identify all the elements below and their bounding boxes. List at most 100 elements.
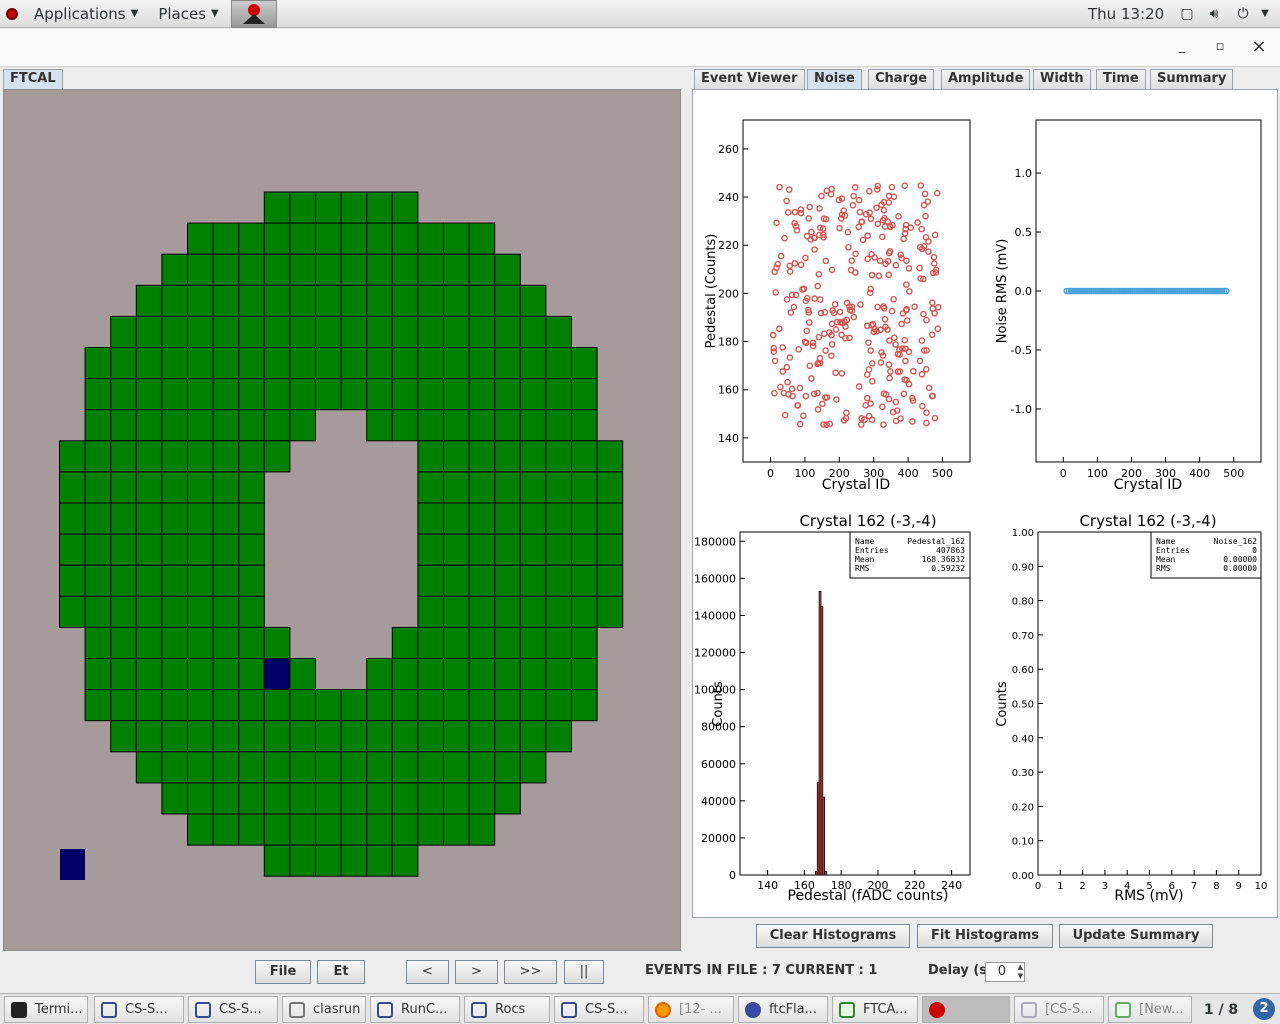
crystal-cell[interactable] (161, 564, 188, 597)
crystal-cell[interactable] (417, 751, 444, 784)
crystal-cell[interactable] (212, 533, 240, 566)
crystal-cell[interactable] (187, 409, 214, 442)
crystal-cell[interactable] (443, 253, 470, 286)
crystal-cell[interactable] (366, 315, 393, 348)
crystal-cell[interactable] (84, 533, 112, 566)
crystal-cell[interactable] (161, 284, 188, 317)
crystal-cell[interactable] (315, 284, 342, 317)
crystal-cell[interactable] (263, 689, 291, 722)
crystal-cell[interactable] (494, 502, 521, 535)
crystal-cell[interactable] (443, 658, 470, 691)
crystal-cell[interactable] (366, 378, 393, 411)
crystal-cell[interactable] (571, 564, 598, 597)
crystal-cell[interactable] (212, 595, 240, 628)
task-java-active[interactable] (922, 996, 1010, 1023)
crystal-cell[interactable] (519, 409, 547, 442)
task-runc[interactable]: RunC... (370, 996, 460, 1023)
crystal-cell[interactable] (545, 378, 573, 411)
crystal-cell[interactable] (161, 595, 188, 628)
crystal-cell[interactable] (571, 347, 598, 380)
crystal-cell[interactable] (110, 440, 137, 473)
crystal-cell[interactable] (84, 564, 112, 597)
crystal-cell[interactable] (110, 626, 137, 660)
et-button[interactable]: Et (317, 960, 365, 984)
crystal-cell[interactable] (417, 564, 444, 597)
crystal-cell[interactable] (135, 440, 163, 473)
crystal-cell[interactable] (443, 347, 470, 380)
crystal-cell[interactable] (110, 409, 137, 442)
crystal-cell[interactable] (187, 533, 214, 566)
crystal-cell[interactable] (545, 595, 573, 628)
crystal-cell[interactable] (84, 409, 112, 442)
crystal-cell[interactable] (110, 595, 137, 628)
crystal-cell[interactable] (289, 222, 316, 255)
crystal-cell[interactable] (315, 813, 342, 846)
crystal-cell[interactable] (468, 689, 496, 722)
crystal-cell[interactable] (212, 315, 240, 348)
crystal-cell[interactable] (494, 347, 521, 380)
crystal-cell[interactable] (110, 658, 137, 691)
crystal-cell[interactable] (187, 253, 214, 286)
crystal-cell[interactable] (135, 502, 163, 535)
ftcal-detector-view[interactable] (3, 89, 681, 951)
crystal-cell[interactable] (417, 315, 444, 348)
crystal-cell[interactable] (519, 284, 547, 317)
crystal-cell[interactable] (135, 347, 163, 380)
crystal-cell[interactable] (519, 378, 547, 411)
crystal-cell[interactable] (263, 315, 291, 348)
crystal-cell[interactable] (366, 191, 393, 224)
crystal-cell[interactable] (135, 751, 163, 784)
crystal-cell[interactable] (340, 689, 368, 722)
crystal-cell[interactable] (238, 378, 265, 411)
screen-icon[interactable]: ▢ (1180, 6, 1194, 22)
crystal-cell[interactable] (417, 378, 444, 411)
crystal-cell[interactable] (263, 409, 291, 442)
crystal-cell[interactable] (391, 315, 419, 348)
crystal-cell[interactable] (443, 564, 470, 597)
crystal-cell[interactable] (238, 315, 265, 348)
crystal-cell[interactable] (571, 595, 598, 628)
crystal-cell[interactable] (135, 471, 163, 504)
tab-width[interactable]: Width (1033, 69, 1091, 89)
crystal-cell[interactable] (110, 347, 137, 380)
crystal-cell[interactable] (187, 284, 214, 317)
crystal-cell[interactable] (468, 658, 496, 691)
crystal-cell[interactable] (110, 471, 137, 504)
crystal-cell[interactable] (391, 253, 419, 286)
clock[interactable]: Thu 13:20 (1088, 5, 1165, 23)
crystal-cell[interactable] (187, 626, 214, 660)
crystal-cell[interactable] (340, 782, 368, 815)
crystal-cell[interactable] (494, 564, 521, 597)
crystal-cell[interactable] (212, 564, 240, 597)
crystal-cell[interactable] (161, 502, 188, 535)
crystal-cell[interactable] (289, 689, 316, 722)
crystal-cell[interactable] (135, 533, 163, 566)
crystal-cell[interactable] (263, 782, 291, 815)
crystal-cell[interactable] (161, 440, 188, 473)
crystal-cell[interactable] (187, 782, 214, 815)
crystal-cell[interactable] (212, 720, 240, 753)
crystal-cell[interactable] (212, 502, 240, 535)
crystal-cell[interactable] (135, 689, 163, 722)
crystal-cell[interactable] (417, 409, 444, 442)
crystal-cell[interactable] (238, 222, 265, 255)
crystal-cell[interactable] (468, 626, 496, 660)
crystal-cell[interactable] (263, 813, 291, 846)
crystal-cell[interactable] (443, 471, 470, 504)
crystal-cell[interactable] (366, 658, 393, 691)
task-firefox[interactable]: [12- ... (648, 996, 734, 1023)
crystal-cell[interactable] (59, 471, 86, 504)
crystal-cell[interactable] (468, 409, 496, 442)
crystal-cell[interactable] (366, 347, 393, 380)
crystal-cell[interactable] (468, 595, 496, 628)
task-css-4[interactable]: [CS-S... (1014, 996, 1104, 1023)
crystal-cell[interactable] (187, 471, 214, 504)
crystal-cell[interactable] (187, 378, 214, 411)
crystal-cell[interactable] (238, 564, 265, 597)
crystal-cell[interactable] (443, 595, 470, 628)
task-terminal[interactable]: Termi... (4, 996, 88, 1023)
crystal-cell[interactable] (212, 409, 240, 442)
crystal-cell[interactable] (366, 813, 393, 846)
fast-forward-button[interactable]: >> (504, 960, 557, 984)
crystal-cell[interactable] (468, 315, 496, 348)
